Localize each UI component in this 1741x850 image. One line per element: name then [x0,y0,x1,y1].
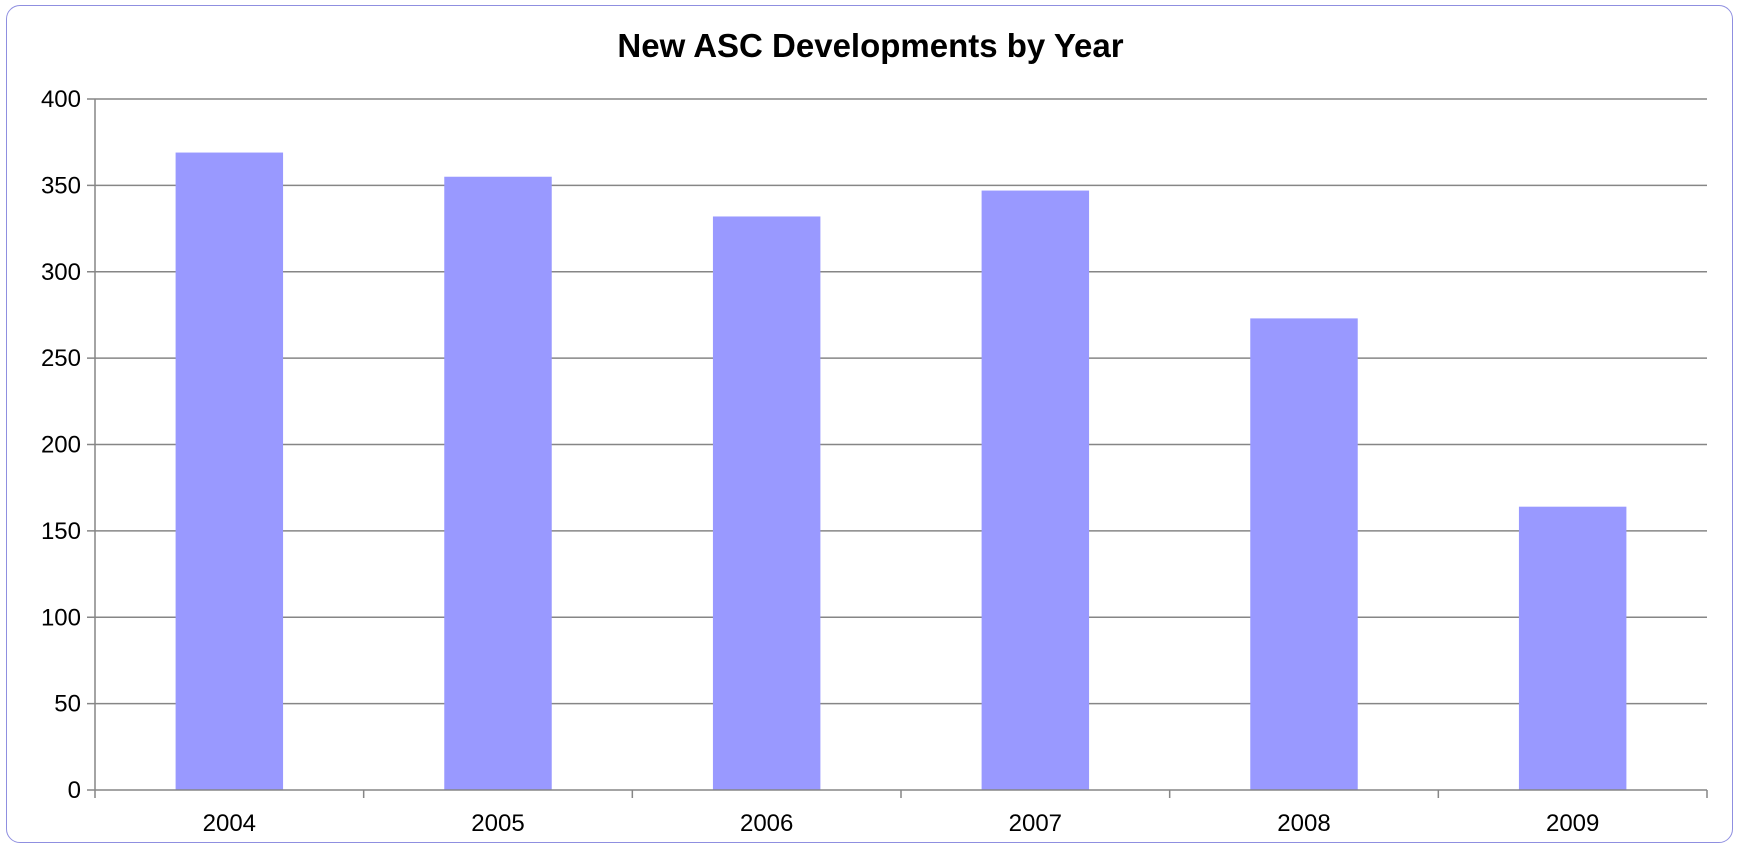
axes [87,98,1708,798]
bar [175,152,284,791]
y-tick-labels: 0 50 100 150 200 250 300 350 400 [41,86,81,804]
x-tick-label: 2008 [1277,810,1330,837]
bar [712,216,821,791]
x-tick-label: 2007 [1009,810,1062,837]
x-tick-label: 2005 [471,810,524,837]
y-tick-label: 50 [54,691,81,718]
bar [981,190,1090,790]
x-tick-label: 2004 [203,810,256,837]
bar [1250,318,1358,790]
y-tick-label: 400 [41,86,81,113]
y-tick-label: 350 [41,172,81,199]
bar [444,176,552,791]
x-tick-label: 2006 [740,810,793,837]
y-tick-label: 300 [41,259,81,286]
x-tick-labels: 2004 2005 2006 2007 2008 2009 [203,810,1600,837]
gridlines [95,98,1707,705]
y-tick-label: 100 [41,604,81,631]
y-tick-label: 0 [68,777,81,804]
chart-title: New ASC Developments by Year [617,27,1124,64]
x-tick-label: 2009 [1546,810,1599,837]
y-tick-label: 150 [41,518,81,545]
y-tick-label: 200 [41,432,81,459]
bar [1518,506,1627,790]
bars [175,152,1627,791]
y-tick-label: 250 [41,345,81,372]
